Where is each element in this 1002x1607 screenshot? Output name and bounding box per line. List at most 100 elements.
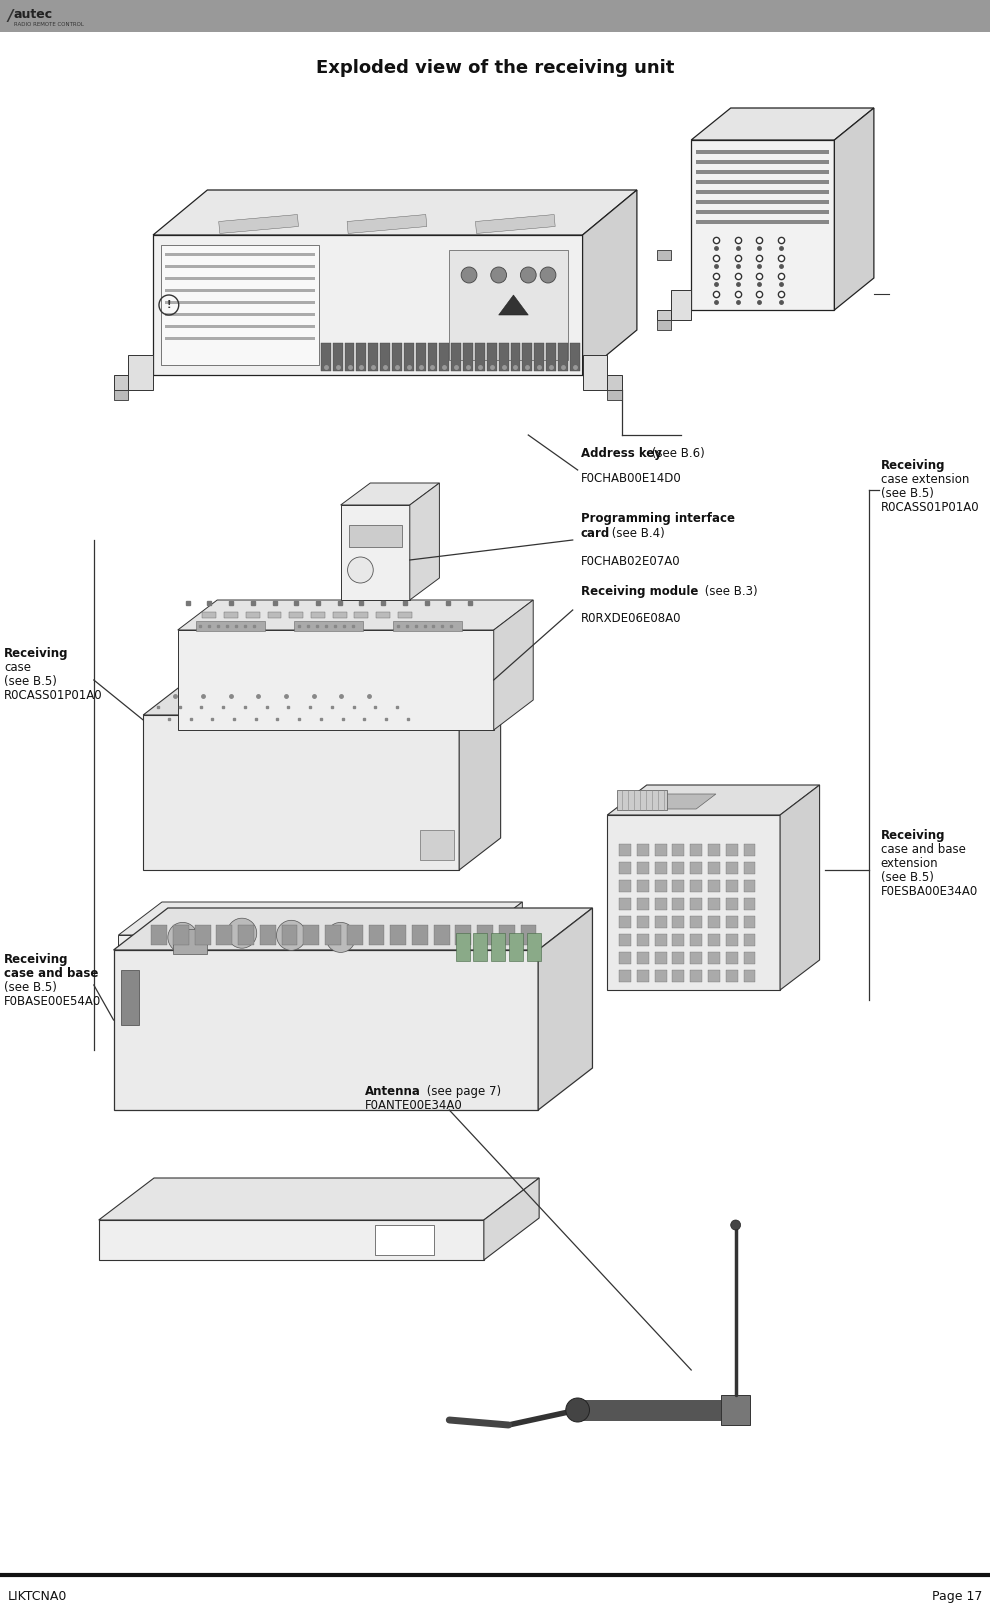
Bar [742, 844, 755, 857]
Bar [164, 289, 315, 292]
Polygon shape [582, 190, 636, 374]
Bar [164, 325, 315, 328]
Polygon shape [656, 320, 670, 329]
Bar [260, 924, 276, 945]
Text: Receiving module: Receiving module [580, 585, 697, 598]
Bar [390, 924, 406, 945]
Text: F0BASE00E54A0: F0BASE00E54A0 [4, 995, 101, 1008]
Bar [216, 924, 232, 945]
Bar [0, 0, 989, 32]
Bar [742, 861, 755, 874]
Bar [654, 934, 666, 947]
Bar [194, 924, 210, 945]
Bar [695, 211, 829, 214]
Text: autec: autec [14, 8, 53, 21]
Bar [510, 342, 520, 371]
Bar [491, 934, 505, 961]
Polygon shape [341, 505, 410, 599]
Bar [164, 276, 315, 280]
Polygon shape [690, 140, 834, 310]
Bar [618, 934, 630, 947]
Bar [636, 916, 648, 927]
Bar [671, 861, 683, 874]
Polygon shape [656, 251, 670, 260]
Polygon shape [143, 683, 500, 715]
Text: RADIO REMOTE CONTROL: RADIO REMOTE CONTROL [14, 21, 83, 26]
Text: (see B.4): (see B.4) [607, 527, 664, 540]
Polygon shape [113, 908, 592, 950]
Bar [695, 190, 829, 194]
Polygon shape [780, 784, 819, 990]
Bar [742, 934, 755, 947]
Text: F0ANTE00E34A0: F0ANTE00E34A0 [365, 1099, 463, 1112]
Bar [577, 1400, 734, 1421]
Polygon shape [98, 1220, 483, 1260]
Bar [345, 342, 354, 371]
Bar [412, 924, 428, 945]
Bar [671, 934, 683, 947]
Bar [404, 342, 413, 371]
Polygon shape [656, 310, 670, 320]
Text: case and base: case and base [4, 967, 98, 980]
Bar [294, 620, 363, 632]
Bar [654, 881, 666, 892]
Bar [151, 924, 167, 945]
Bar [689, 951, 701, 964]
Polygon shape [113, 374, 128, 391]
Bar [618, 881, 630, 892]
Polygon shape [606, 391, 621, 400]
Bar [689, 934, 701, 947]
Polygon shape [459, 683, 500, 869]
Text: Programming interface: Programming interface [580, 513, 733, 525]
Polygon shape [118, 902, 522, 935]
Bar [173, 924, 188, 945]
Bar [618, 916, 630, 927]
Bar [654, 844, 666, 857]
Text: F0CHAB02E07A0: F0CHAB02E07A0 [580, 554, 679, 567]
Bar [375, 1225, 434, 1255]
Bar [368, 342, 378, 371]
Bar [725, 881, 736, 892]
Bar [654, 951, 666, 964]
Bar [477, 924, 493, 945]
Polygon shape [113, 950, 538, 1110]
Polygon shape [606, 374, 621, 391]
Bar [380, 342, 390, 371]
Bar [725, 898, 736, 910]
Circle shape [490, 267, 506, 283]
Bar [742, 916, 755, 927]
Bar [164, 337, 315, 341]
Bar [164, 252, 315, 256]
Bar [725, 861, 736, 874]
Bar [707, 898, 719, 910]
Text: Antenna: Antenna [365, 1085, 421, 1098]
Polygon shape [410, 484, 439, 599]
Polygon shape [98, 1178, 539, 1220]
Bar [695, 199, 829, 204]
Text: Receiving: Receiving [4, 648, 68, 660]
Bar [557, 342, 567, 371]
Polygon shape [483, 1178, 539, 1260]
Bar [455, 924, 471, 945]
Bar [720, 1395, 749, 1425]
Polygon shape [538, 908, 592, 1110]
Polygon shape [143, 715, 459, 869]
Bar [238, 924, 254, 945]
Polygon shape [498, 296, 528, 315]
Bar [498, 924, 514, 945]
Bar [689, 861, 701, 874]
Bar [636, 881, 648, 892]
Text: F0CHAB00E14D0: F0CHAB00E14D0 [580, 472, 680, 485]
Bar [486, 342, 496, 371]
Bar [526, 934, 540, 961]
Bar [160, 244, 319, 365]
Bar [282, 924, 298, 945]
Bar [463, 342, 473, 371]
Bar [376, 612, 390, 619]
Circle shape [226, 918, 257, 948]
Circle shape [730, 1220, 739, 1229]
Bar [356, 342, 366, 371]
Text: LIKTCNA0: LIKTCNA0 [8, 1589, 67, 1604]
Bar [671, 844, 683, 857]
Bar [368, 924, 384, 945]
